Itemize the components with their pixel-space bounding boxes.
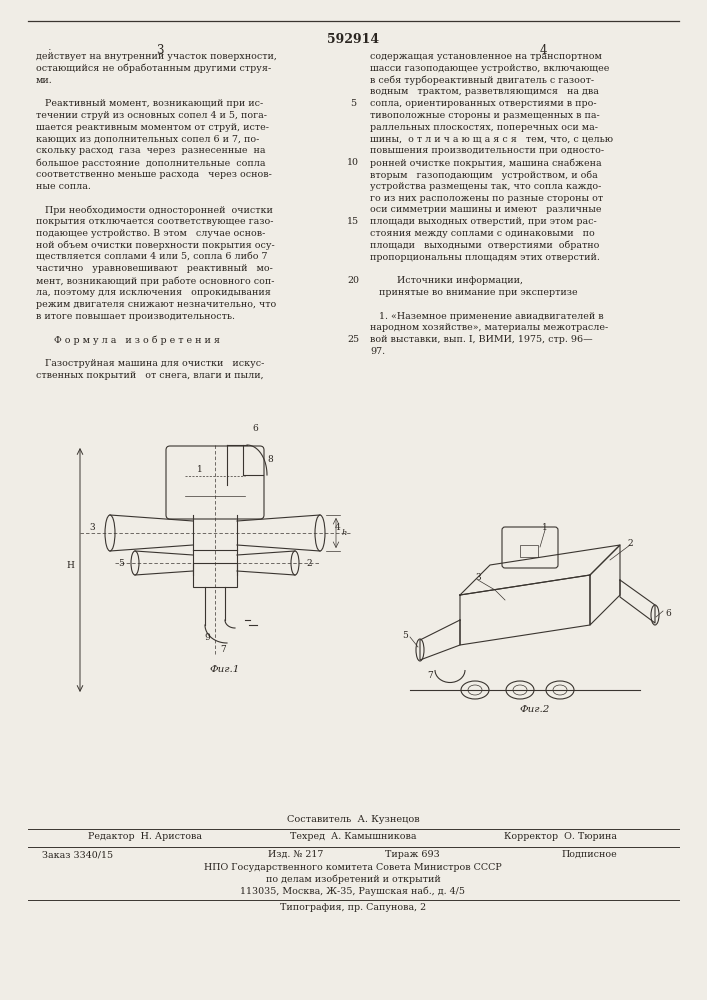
Text: 8: 8 [267,456,273,464]
Text: 97.: 97. [370,347,385,356]
Text: 5: 5 [118,558,124,568]
Text: 15: 15 [347,217,359,226]
Text: 3: 3 [89,524,95,532]
Text: 6: 6 [252,424,258,433]
Text: устройства размещены так, что сопла каждо-: устройства размещены так, что сопла кажд… [370,182,602,191]
Text: 2: 2 [306,558,312,568]
Text: сопла, ориентированных отверстиями в про-: сопла, ориентированных отверстиями в про… [370,99,597,108]
Text: 3: 3 [156,44,164,57]
Text: 113035, Москва, Ж-35, Раушская наб., д. 4/5: 113035, Москва, Ж-35, Раушская наб., д. … [240,887,465,896]
Text: пропорциональны площадям этих отверстий.: пропорциональны площадям этих отверстий. [370,253,600,262]
Text: шается реактивным моментом от струй, исте-: шается реактивным моментом от струй, ист… [36,123,269,132]
Text: Типография, пр. Сапунова, 2: Типография, пр. Сапунова, 2 [280,903,426,912]
Text: 7: 7 [220,646,226,654]
Text: Фиг.1: Фиг.1 [210,665,240,674]
Text: ществляется соплами 4 или 5, сопла 6 либо 7: ществляется соплами 4 или 5, сопла 6 либ… [36,253,267,262]
Text: скольку расход  газа  через  разнесенные  на: скольку расход газа через разнесенные на [36,146,266,155]
Text: содержащая установленное на транспортном: содержащая установленное на транспортном [370,52,602,61]
Text: ·: · [48,45,52,55]
Text: режим двигателя снижают незначительно, что: режим двигателя снижают незначительно, ч… [36,300,276,309]
Text: остающийся не обработанным другими струя-: остающийся не обработанным другими струя… [36,64,271,73]
Text: ми.: ми. [36,76,53,85]
Text: 7: 7 [427,670,433,680]
Text: Корректор  О. Тюрина: Корректор О. Тюрина [504,832,617,841]
Text: 4: 4 [539,44,547,57]
Text: 2: 2 [627,538,633,548]
Text: по делам изобретений и открытий: по делам изобретений и открытий [266,875,440,884]
Text: народном хозяйстве», материалы межотрасле-: народном хозяйстве», материалы межотрасл… [370,323,608,332]
Text: ла, поэтому для исключения   опрокидывания: ла, поэтому для исключения опрокидывания [36,288,271,297]
Text: течении струй из основных сопел 4 и 5, пога-: течении струй из основных сопел 4 и 5, п… [36,111,267,120]
Text: Редактор  Н. Аристова: Редактор Н. Аристова [88,832,202,841]
Text: Источники информации,: Источники информации, [370,276,523,285]
Text: 6: 6 [665,608,671,617]
Text: покрытия отключается соответствующее газо-: покрытия отключается соответствующее газ… [36,217,274,226]
Text: 25: 25 [347,335,359,344]
Text: ственных покрытий   от снега, влаги и пыли,: ственных покрытий от снега, влаги и пыли… [36,371,264,380]
Text: 20: 20 [347,276,359,285]
Text: мент, возникающий при работе основного соп-: мент, возникающий при работе основного с… [36,276,274,286]
Text: Заказ 3340/15: Заказ 3340/15 [42,850,113,859]
Text: шины,  о т л и ч а ю щ а я с я   тем, что, с целью: шины, о т л и ч а ю щ а я с я тем, что, … [370,135,613,144]
Text: Фиг.2: Фиг.2 [520,705,550,714]
Text: шасси газоподающее устройство, включающее: шасси газоподающее устройство, включающе… [370,64,609,73]
Text: 5: 5 [402,631,408,640]
Text: 9: 9 [204,633,210,642]
Text: подающее устройство. В этом   случае основ-: подающее устройство. В этом случае основ… [36,229,265,238]
Bar [193,563,237,587]
Text: ные сопла.: ные сопла. [36,182,91,191]
Text: 1: 1 [542,522,548,532]
Text: го из них расположены по разные стороны от: го из них расположены по разные стороны … [370,194,603,203]
Text: Техред  А. Камышникова: Техред А. Камышникова [290,832,416,841]
Text: НПО Государственного комитета Совета Министров СССР: НПО Государственного комитета Совета Мин… [204,863,502,872]
Text: 1. «Наземное применение авиадвигателей в: 1. «Наземное применение авиадвигателей в [370,312,604,321]
Text: вторым   газоподающим   устройством, и оба: вторым газоподающим устройством, и оба [370,170,597,180]
Text: h: h [342,529,347,537]
Text: соответственно меньше расхода   через основ-: соответственно меньше расхода через осно… [36,170,272,179]
Text: стояния между соплами с одинаковыми   по: стояния между соплами с одинаковыми по [370,229,595,238]
Text: 592914: 592914 [327,33,379,46]
Text: Составитель  А. Кузнецов: Составитель А. Кузнецов [286,815,419,824]
Text: частично   уравновешивают   реактивный   мо-: частично уравновешивают реактивный мо- [36,264,273,273]
Text: Изд. № 217: Изд. № 217 [268,850,323,859]
Text: раллельных плоскостях, поперечных оси ма-: раллельных плоскостях, поперечных оси ма… [370,123,598,132]
Text: 1: 1 [197,466,203,475]
Text: действует на внутренний участок поверхности,: действует на внутренний участок поверхно… [36,52,277,61]
Text: принятые во внимание при экспертизе: принятые во внимание при экспертизе [370,288,578,297]
Text: тивоположные стороны и размещенных в па-: тивоположные стороны и размещенных в па- [370,111,600,120]
Text: H: H [66,560,74,570]
Bar [520,545,538,557]
Text: в итоге повышает производительность.: в итоге повышает производительность. [36,312,235,321]
Text: водным   трактом, разветвляющимся   на два: водным трактом, разветвляющимся на два [370,87,599,96]
Text: Реактивный момент, возникающий при ис-: Реактивный момент, возникающий при ис- [36,99,263,108]
Text: Ф о р м у л а   и з о б р е т е н и я: Ф о р м у л а и з о б р е т е н и я [36,335,220,345]
Text: 4: 4 [335,524,341,532]
Text: площади   выходными  отверстиями  обратно: площади выходными отверстиями обратно [370,241,600,250]
Text: Газоструйная машина для очистки   искус-: Газоструйная машина для очистки искус- [36,359,264,368]
Text: оси симметрии машины и имеют   различные: оси симметрии машины и имеют различные [370,205,602,214]
Text: повышения производительности при односто-: повышения производительности при односто… [370,146,604,155]
Text: площади выходных отверстий, при этом рас-: площади выходных отверстий, при этом рас… [370,217,597,226]
Text: Подписное: Подписное [561,850,617,859]
Text: 3: 3 [475,572,481,582]
Text: ной объем очистки поверхности покрытия осу-: ной объем очистки поверхности покрытия о… [36,241,275,250]
Text: большое расстояние  дополнительные  сопла: большое расстояние дополнительные сопла [36,158,266,168]
Text: Тираж 693: Тираж 693 [385,850,440,859]
Text: 10: 10 [347,158,359,167]
Text: При необходимости односторонней  очистки: При необходимости односторонней очистки [36,205,273,215]
Text: кающих из дополнительных сопел 6 и 7, по-: кающих из дополнительных сопел 6 и 7, по… [36,135,259,144]
Text: ронней очистке покрытия, машина снабжена: ронней очистке покрытия, машина снабжена [370,158,602,168]
Text: вой выставки, вып. I, ВИМИ, 1975, стр. 96—: вой выставки, вып. I, ВИМИ, 1975, стр. 9… [370,335,592,344]
Text: 5: 5 [350,99,356,108]
Text: в себя турбореактивный двигатель с газоот-: в себя турбореактивный двигатель с газоо… [370,76,594,85]
